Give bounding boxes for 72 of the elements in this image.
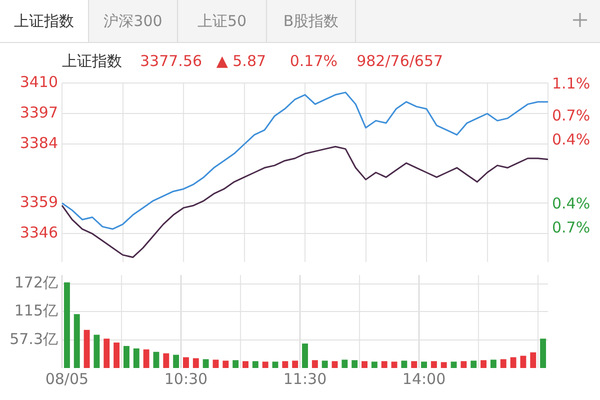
y2-tick-label: 0.4% xyxy=(552,130,590,148)
text: 上证50 xyxy=(178,0,267,42)
bar xyxy=(421,362,427,368)
bar xyxy=(440,362,447,368)
bar xyxy=(114,342,120,368)
bar xyxy=(322,360,328,368)
bar xyxy=(143,349,150,368)
y2-tick-label: 0.7% xyxy=(552,106,590,124)
bar xyxy=(401,360,408,368)
y-tick-label: 3384 xyxy=(20,134,58,152)
x-tick-label: 08/05 xyxy=(45,370,89,388)
y2-tick-label: 0.4% xyxy=(552,194,590,212)
y-tick-label: 3397 xyxy=(20,104,58,122)
x-tick-label: 10:30 xyxy=(164,370,208,388)
bar xyxy=(282,361,288,368)
bar xyxy=(510,357,516,368)
bar xyxy=(332,361,338,368)
bar xyxy=(391,362,398,368)
bar xyxy=(362,361,368,368)
bar xyxy=(302,344,308,368)
bar xyxy=(202,359,209,368)
x-tick-label: 11:30 xyxy=(283,370,327,388)
y-tick-label: 172亿 xyxy=(14,274,58,292)
bar xyxy=(192,358,199,368)
bar xyxy=(312,360,318,368)
bar xyxy=(74,314,80,368)
bar xyxy=(480,360,487,368)
bar xyxy=(490,360,496,368)
bar xyxy=(430,361,437,368)
bar xyxy=(292,360,298,368)
bar xyxy=(84,330,90,368)
bar xyxy=(252,361,258,368)
bar xyxy=(530,352,536,368)
bar xyxy=(133,348,140,368)
text: B股指数 xyxy=(267,0,356,42)
bar xyxy=(272,362,278,368)
bar xyxy=(183,357,189,368)
bar xyxy=(450,362,457,368)
bar xyxy=(470,360,477,368)
y-tick-label: 57.3亿 xyxy=(10,330,58,348)
bar xyxy=(123,346,130,368)
bar xyxy=(232,360,239,368)
bar xyxy=(222,360,229,368)
text: 上证指数 xyxy=(0,0,89,42)
bar xyxy=(500,359,506,368)
chart-subtitle: 3377.56 ▲ 5.87 0.17% 982/76/657 xyxy=(140,52,444,70)
bar xyxy=(173,354,180,368)
y-tick-label: 3410 xyxy=(20,72,58,91)
y-tick-label: 3346 xyxy=(20,224,58,242)
text: 沪深300 xyxy=(89,0,178,42)
bar xyxy=(262,362,268,368)
bar xyxy=(411,361,418,368)
bar xyxy=(540,338,546,368)
bar xyxy=(520,356,526,368)
bar xyxy=(371,362,378,368)
y-tick-label: 3359 xyxy=(20,193,58,212)
bar xyxy=(212,360,219,368)
bar xyxy=(104,338,110,368)
y2-tick-label: 1.1% xyxy=(552,74,590,92)
bar xyxy=(381,361,388,368)
bar xyxy=(352,360,358,368)
y-tick-label: 115亿 xyxy=(14,302,58,320)
bar xyxy=(460,361,467,368)
bar xyxy=(163,353,170,368)
bar xyxy=(242,361,248,368)
x-tick-label: 14:00 xyxy=(402,370,446,388)
bar xyxy=(342,360,348,368)
bar xyxy=(153,352,160,368)
chart-title: 上证指数 xyxy=(62,52,122,70)
bar xyxy=(64,282,70,368)
y2-tick-label: 0.7% xyxy=(552,218,590,236)
bar xyxy=(94,334,100,368)
